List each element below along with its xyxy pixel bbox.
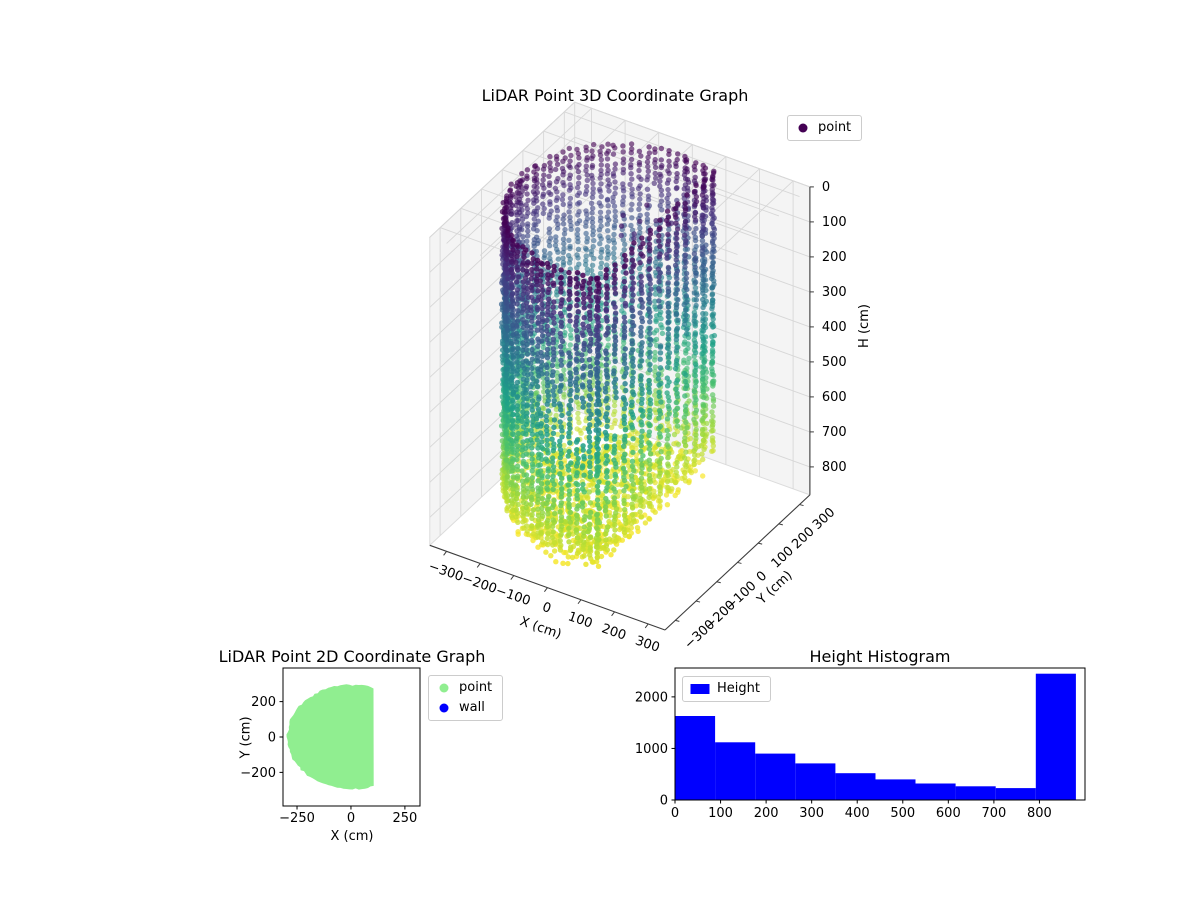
svg-text:200: 200 [822, 250, 847, 265]
plot2d-x-tick-labels: −250 0 250 [279, 806, 417, 826]
svg-text:0: 0 [754, 569, 770, 586]
svg-text:300: 300 [822, 285, 847, 300]
svg-text:300: 300 [633, 634, 661, 656]
legend-entry-point3d: point [795, 119, 851, 137]
svg-text:500: 500 [822, 355, 847, 370]
plot2d-ylabel: Y (cm) [238, 716, 254, 759]
plot2d-title: LiDAR Point 2D Coordinate Graph [218, 647, 486, 666]
svg-text:X (cm): X (cm) [518, 614, 564, 642]
svg-text:100: 100 [769, 544, 797, 572]
hist-title: Height Histogram [809, 647, 951, 666]
legend-entry-wall: wall [436, 699, 492, 717]
hist-legend: Height [682, 676, 771, 702]
svg-text:600: 600 [822, 390, 847, 405]
point-marker-icon [439, 683, 449, 693]
plot3d-title: LiDAR Point 3D Coordinate Graph [481, 86, 749, 105]
svg-text:200: 200 [600, 621, 628, 643]
point-marker-icon [798, 123, 808, 133]
svg-text:−300: −300 [426, 559, 465, 585]
plot3d-legend: point [787, 115, 863, 141]
legend-label: Height [717, 681, 760, 696]
svg-text:200: 200 [789, 524, 817, 552]
svg-text:H (cm): H (cm) [857, 304, 872, 348]
svg-text:300: 300 [810, 505, 838, 533]
svg-text:100: 100 [566, 609, 594, 631]
legend-label: point [459, 680, 493, 695]
hist-bars [675, 673, 1076, 801]
wall-marker-icon [439, 703, 449, 713]
svg-text:800: 800 [822, 460, 847, 475]
plot2d-xlabel: X (cm) [330, 829, 374, 844]
svg-text:0: 0 [822, 180, 830, 195]
plot3d-point-cloud [498, 141, 718, 569]
svg-text:−100: −100 [494, 583, 533, 609]
svg-text:100: 100 [822, 215, 847, 230]
svg-text:0: 0 [540, 600, 553, 617]
hist-x-tick-labels: 0 100 200 300 400 500 600 700 800 [671, 800, 1052, 821]
svg-text:700: 700 [822, 425, 847, 440]
svg-text:−200: −200 [460, 571, 499, 597]
legend-entry-height: Height [690, 680, 760, 698]
legend-label: wall [459, 700, 485, 715]
plot3d-h-tick-labels: 0 100 200 300 400 500 600 700 800 [809, 180, 847, 475]
plot2d-legend: point wall [428, 675, 504, 721]
height-swatch-icon [690, 684, 710, 694]
svg-text:400: 400 [822, 320, 847, 335]
plot2d-point-blob [286, 684, 374, 790]
legend-entry-point2d: point [436, 679, 492, 697]
legend-label: point [818, 120, 852, 135]
